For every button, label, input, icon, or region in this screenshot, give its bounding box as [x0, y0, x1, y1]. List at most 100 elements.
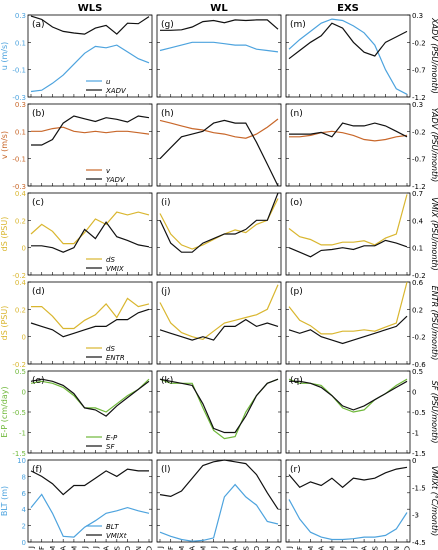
right-tick-label: 0.2 — [412, 306, 423, 314]
panel-frame — [156, 281, 282, 365]
right-tick-label: -0.6 — [412, 361, 426, 369]
panel-letter: (r) — [290, 465, 301, 475]
series-line-vmix — [31, 221, 150, 253]
series-line-ds — [159, 284, 279, 341]
right-tick-label: 0.1 — [412, 245, 423, 253]
legend-label: YADV — [106, 176, 126, 184]
column-title-exs: EXS — [337, 3, 359, 14]
month-label: F — [38, 546, 46, 550]
panel-frame — [285, 281, 411, 365]
panel-frame — [27, 370, 153, 454]
panel-o: (o) — [285, 192, 411, 276]
left-axis-title: BLT (m) — [0, 486, 9, 516]
series-line-v — [31, 126, 150, 135]
panel-letter: (q) — [290, 376, 303, 386]
panel-r: (r) — [285, 459, 411, 543]
right-tick-label: -0.2 — [412, 128, 426, 136]
legend-label: E-P — [106, 434, 118, 442]
left-tick-label: -0.1 — [12, 156, 26, 164]
left-tick-label: 0.1 — [15, 39, 26, 47]
right-tick-label: 0 — [412, 389, 416, 397]
series-line-entr — [30, 308, 150, 338]
left-tick-label: 10 — [17, 457, 26, 465]
panel-k: (k) — [156, 370, 282, 454]
right-tick-label: -0.7 — [412, 67, 426, 75]
right-tick-label: -0.2 — [412, 272, 426, 280]
left-tick-label: -0.2 — [12, 272, 26, 280]
series-line-v — [289, 130, 408, 142]
left-axis-title: dS (PSU) — [0, 217, 9, 252]
month-label: S — [113, 545, 121, 550]
right-tick-label: -0.2 — [412, 39, 426, 47]
panel-letter: (n) — [290, 109, 303, 119]
month-label: M — [199, 546, 207, 550]
panel-i: (i) — [156, 192, 282, 276]
left-tick-label: -0.5 — [12, 409, 26, 417]
left-tick-label: 0 — [22, 334, 26, 342]
panel-h: (h) — [156, 103, 282, 187]
month-label: M — [49, 546, 57, 550]
legend-label: BLT — [106, 523, 119, 531]
panel-letter: (j) — [161, 287, 171, 297]
month-label: A — [189, 546, 197, 550]
panel-g: (g) — [156, 14, 282, 98]
panel-frame — [156, 192, 282, 276]
series-line-yadv — [289, 122, 408, 138]
panel-letter: (a) — [32, 20, 45, 30]
series-line-u — [288, 18, 408, 95]
month-label: A — [361, 546, 369, 550]
month-label: J — [157, 546, 165, 549]
month-label: D — [146, 546, 154, 550]
month-label: D — [275, 546, 283, 550]
left-tick-label: 0.4 — [15, 279, 27, 287]
series-line-yadv — [31, 115, 150, 146]
right-axis-title: XADV (PSU/month) — [430, 17, 438, 94]
left-tick-label: -1 — [19, 430, 26, 438]
panel-p: (p) — [285, 281, 411, 365]
series-line-xadv — [160, 19, 279, 31]
right-tick-label: 0.4 — [412, 217, 424, 225]
panel-frame — [285, 370, 411, 454]
left-axis-labels: 0.3 0.1 -0.1 -0.3 u (m/s) 0.3 0.1 -0.1 -0.3 v (m/… — [0, 12, 27, 547]
month-label: D — [404, 546, 412, 550]
panel-frame — [285, 459, 411, 543]
left-tick-label: 0 — [22, 539, 26, 547]
left-tick-label: 8 — [22, 473, 26, 481]
series-line-blt — [159, 483, 279, 542]
panel-letter: (h) — [161, 109, 174, 119]
panel-n: (n) — [285, 103, 411, 187]
series-line-e-p — [30, 378, 150, 413]
left-tick-label: -0.3 — [12, 183, 26, 191]
legend-label: dS — [106, 256, 115, 264]
left-tick-label: 0.3 — [15, 12, 26, 20]
left-tick-label: 6 — [22, 490, 27, 498]
panel-letter: (f) — [32, 465, 42, 475]
month-label: F — [296, 546, 304, 550]
panel-frame — [27, 281, 153, 365]
right-axis-title: VMIX (PSU/month) — [430, 197, 438, 270]
right-tick-label: -3 — [412, 512, 419, 520]
month-label: S — [242, 545, 250, 550]
series-line-vmix — [288, 239, 408, 258]
right-tick-label: 0.5 — [412, 368, 423, 376]
right-tick-label: -1 — [412, 430, 419, 438]
month-label: F — [167, 546, 175, 550]
right-tick-label: -0.2 — [412, 334, 426, 342]
left-tick-label: 2 — [22, 523, 26, 531]
left-axis-title: u (m/s) — [0, 42, 9, 71]
left-tick-label: -0.2 — [12, 361, 26, 369]
right-tick-label: 0.7 — [412, 190, 423, 198]
panel-m: (m) — [285, 14, 411, 98]
series-line-yadv — [159, 119, 279, 187]
series-line-u — [30, 44, 150, 93]
panel-j: (j) — [156, 281, 282, 365]
panel-letter: (i) — [161, 198, 171, 208]
right-tick-label: 0.3 — [412, 101, 423, 109]
